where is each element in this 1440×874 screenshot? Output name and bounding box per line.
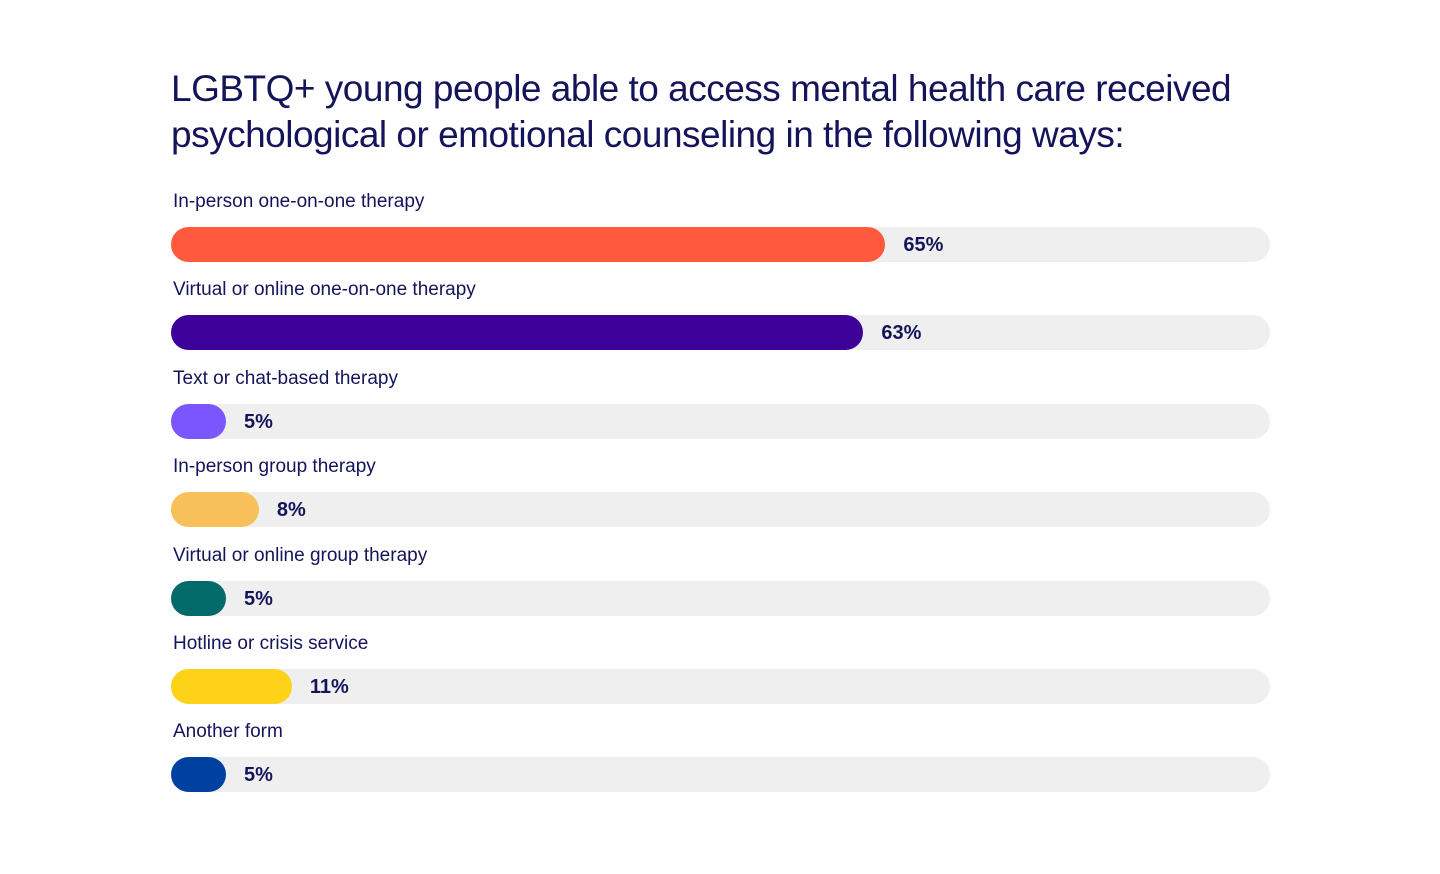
chart: LGBTQ+ young people able to access menta… [171, 66, 1270, 793]
category-label: Text or chat-based therapy [173, 367, 398, 389]
category-label: In-person group therapy [173, 456, 376, 478]
value-label: 5% [244, 410, 273, 433]
bar [171, 315, 864, 351]
value-label: 5% [244, 764, 273, 787]
bar-track: 5% [171, 757, 1270, 793]
category-label: In-person one-on-one therapy [173, 191, 425, 212]
bar [171, 403, 226, 439]
bar-row: In-person one-on-one therapy 65% [171, 190, 1270, 270]
value-label: 11% [309, 676, 349, 698]
chart-title: LGBTQ+ young people able to access menta… [171, 68, 1232, 155]
bar-row: Text or chat-based therapy 5% [171, 367, 1270, 447]
bar-row: Another form 5% [171, 720, 1270, 800]
bar-track: 11% [171, 669, 1270, 704]
category-label: Virtual or online one-on-one therapy [173, 279, 476, 301]
value-label: 5% [244, 587, 273, 610]
bar-row: Hotline or crisis service 11% [171, 632, 1270, 712]
bar-track: 8% [171, 492, 1270, 528]
bar [171, 227, 886, 262]
category-label: Another form [173, 721, 283, 743]
category-label: Hotline or crisis service [173, 633, 369, 654]
bar [171, 669, 292, 704]
category-label: Virtual or online group therapy [173, 544, 428, 566]
bar-row: In-person group therapy 8% [171, 455, 1270, 535]
value-label: 65% [903, 234, 944, 256]
bar-row: Virtual or online group therapy 5% [171, 544, 1270, 624]
bar-track: 5% [171, 403, 1270, 439]
bar-row: Virtual or online one-on-one therapy 63% [171, 278, 1270, 358]
value-label: 8% [276, 499, 306, 522]
value-label: 63% [881, 322, 922, 345]
bar [171, 580, 226, 616]
bar-track: 63% [171, 315, 1270, 351]
bar-track: 65% [171, 227, 1270, 262]
bar [171, 492, 259, 528]
bar [171, 757, 226, 793]
bar-track: 5% [171, 580, 1270, 616]
